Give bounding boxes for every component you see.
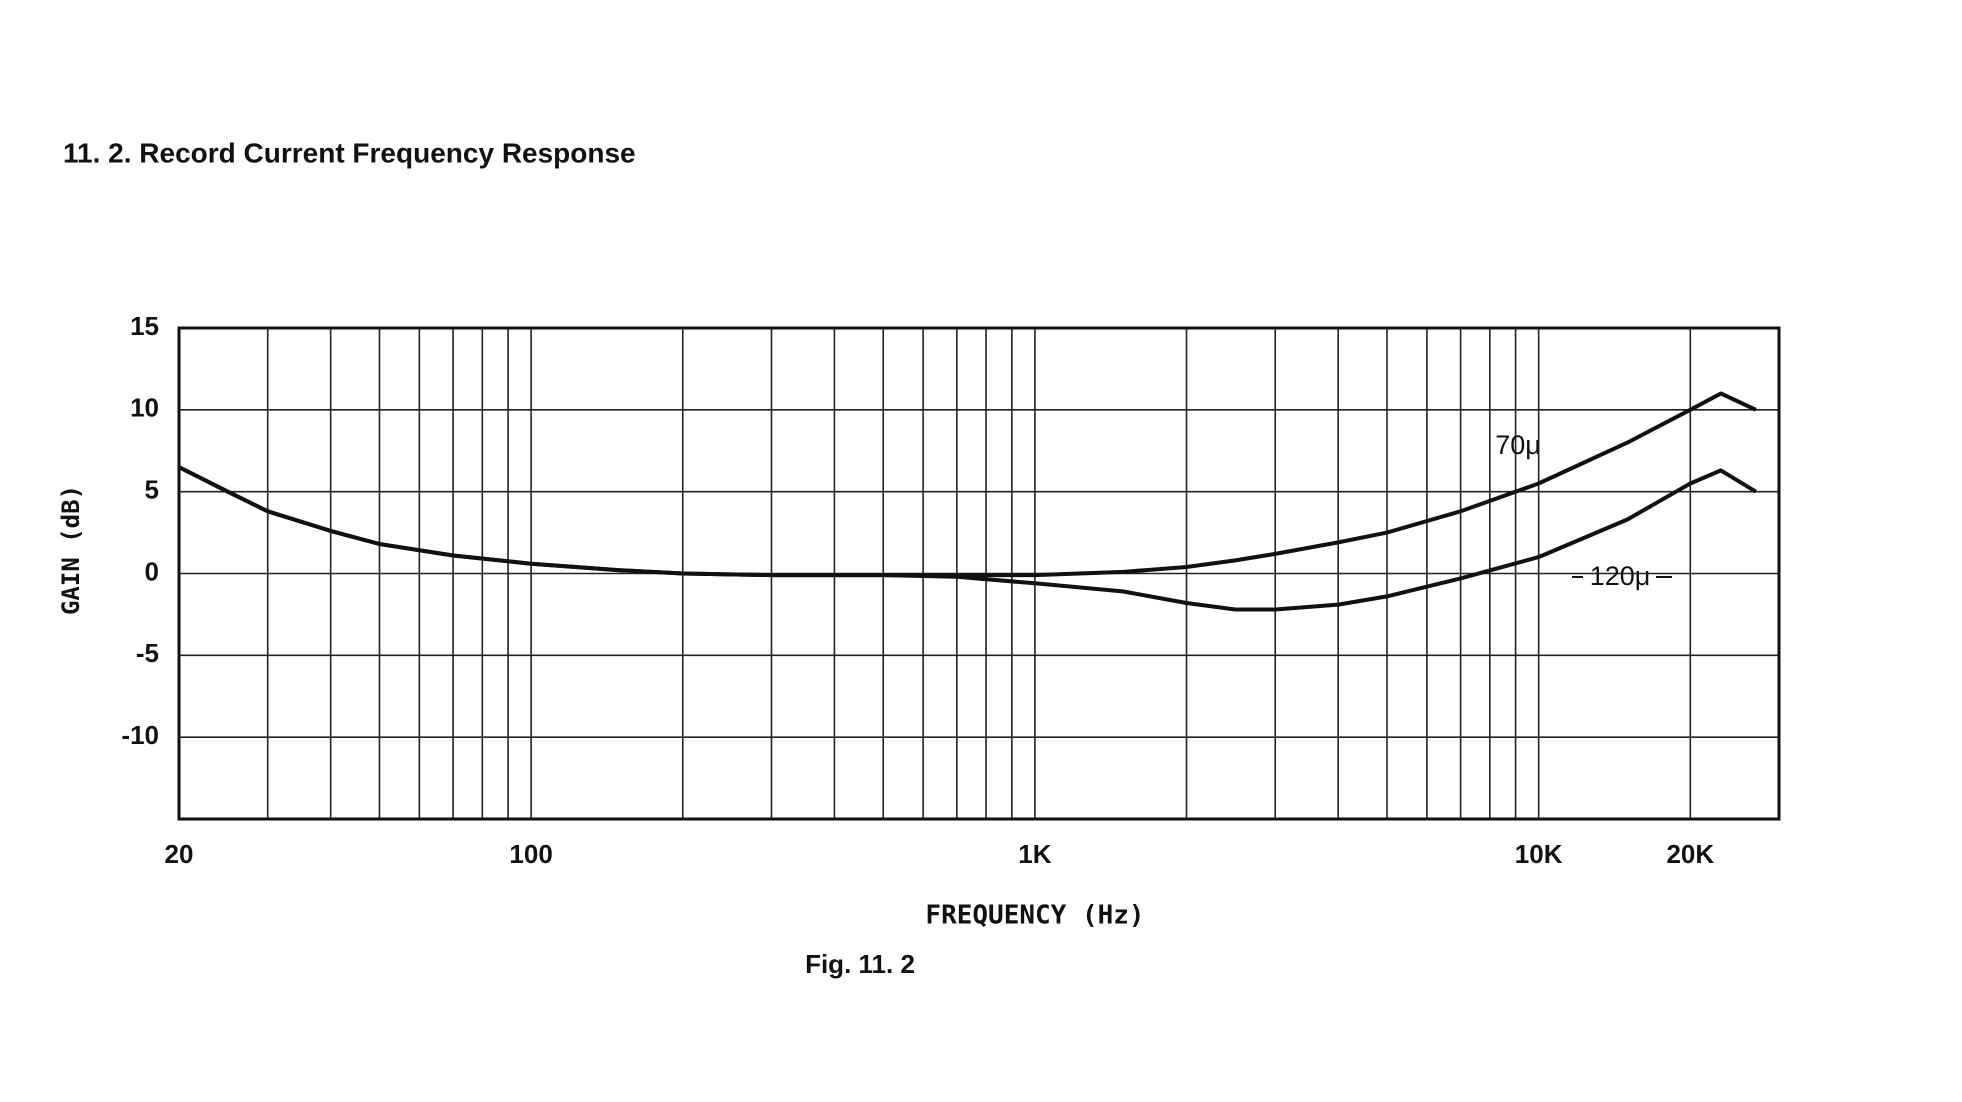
x-tick-label: 20K	[1666, 839, 1714, 869]
y-tick-label: 5	[145, 475, 159, 505]
series-label: 120μ	[1590, 561, 1651, 591]
y-tick-label: -5	[136, 638, 159, 668]
data-line	[178, 465, 1757, 612]
y-tick-label: 0	[145, 556, 159, 586]
series-label: 70μ	[1495, 430, 1541, 460]
figure-caption: Fig. 11. 2	[805, 949, 915, 979]
x-tick-label: 1K	[1018, 839, 1051, 869]
y-tick-label: 15	[130, 311, 159, 341]
y-tick-label: 10	[130, 393, 159, 423]
x-tick-label: 20	[165, 839, 194, 869]
y-axis-label: GAIN (dB)	[57, 485, 85, 615]
x-tick-label: 10K	[1515, 839, 1563, 869]
chart-title: 11. 2. Record Current Frequency Response	[63, 137, 636, 168]
y-tick-label: -10	[121, 720, 159, 750]
x-axis-label: FREQUENCY (Hz)	[925, 901, 1144, 931]
plot-frame	[177, 326, 1781, 821]
x-tick-label: 100	[509, 839, 552, 869]
